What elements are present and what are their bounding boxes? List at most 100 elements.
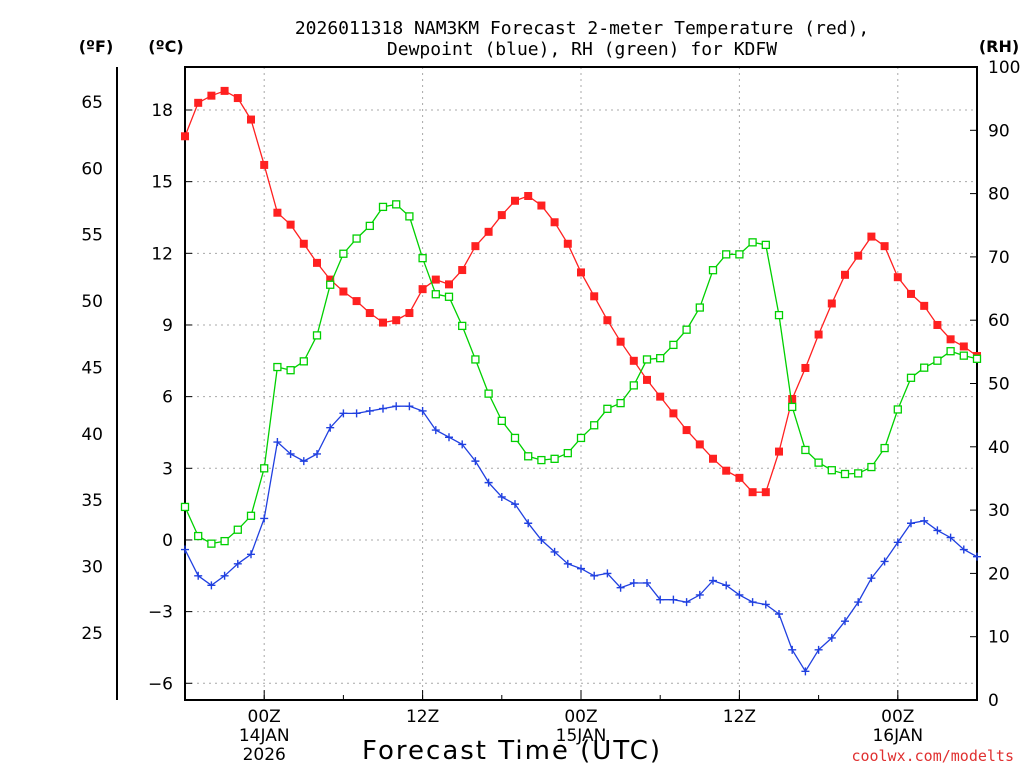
temperature-point [563, 239, 572, 248]
dewpoint-point [867, 574, 876, 583]
relative-humidity-point [748, 238, 757, 247]
dewpoint-point [550, 547, 559, 556]
rh-tick-label: 30 [988, 501, 1010, 521]
relative-humidity-point [524, 452, 533, 461]
time-tick-label: 00Z [881, 707, 914, 727]
dewpoint-point [841, 617, 849, 626]
relative-humidity-point [642, 355, 652, 364]
dewpoint-point [695, 590, 704, 599]
relative-humidity-point [682, 325, 691, 334]
dewpoint-point [365, 406, 374, 415]
rh-tick-label: 0 [988, 691, 999, 711]
dewpoint-point [893, 538, 902, 547]
relative-humidity-point [510, 433, 520, 443]
relative-humidity-point [959, 351, 968, 360]
temperature-point [629, 356, 638, 365]
dewpoint-point [933, 526, 942, 535]
temperature-point [709, 454, 717, 463]
fahrenheit-tick-label: 50 [81, 292, 103, 312]
rh-tick-label: 50 [988, 375, 1010, 395]
rh-axis-unit: (RH) [979, 37, 1019, 56]
celsius-axis-unit: (ºC) [148, 37, 183, 56]
dewpoint-point [497, 492, 506, 501]
dewpoint-point [616, 583, 625, 592]
temperature-point [497, 211, 506, 220]
temperature-point [788, 395, 797, 404]
time-tick-label: 12Z [723, 707, 756, 727]
relative-humidity-point [286, 366, 295, 375]
rh-tick-label: 10 [988, 628, 1010, 648]
relative-humidity-point [656, 354, 665, 363]
dewpoint-point [880, 557, 889, 566]
fahrenheit-tick-label: 40 [81, 425, 103, 445]
time-tick-label: 12Z [406, 707, 439, 727]
relative-humidity-point [444, 292, 454, 301]
dewpoint-point [207, 581, 216, 590]
temperature-point [181, 132, 189, 141]
temperature-point [603, 316, 612, 325]
temperature-point [299, 239, 308, 248]
rh-tick-label: 90 [988, 121, 1010, 141]
temperature-point [933, 320, 942, 329]
relative-humidity-point [603, 404, 612, 413]
temperature-point [590, 292, 599, 301]
dewpoint-point [326, 423, 335, 432]
relative-humidity-point [669, 340, 678, 350]
temperature-point [247, 115, 255, 124]
rh-tick-label: 80 [988, 185, 1010, 205]
relative-humidity-point [906, 373, 916, 382]
temperature-point [326, 275, 335, 284]
relative-humidity-point [339, 249, 348, 258]
temperature-point [207, 91, 216, 100]
fahrenheit-tick-label: 30 [81, 557, 103, 577]
temperature-point [220, 86, 229, 95]
temperature-point [775, 447, 783, 456]
relative-humidity-point [616, 398, 625, 408]
dewpoint-point [181, 545, 189, 554]
temperature-point [920, 301, 929, 310]
fahrenheit-tick-label: 25 [81, 624, 103, 644]
relative-humidity-point [735, 250, 744, 259]
dewpoint-point [313, 449, 321, 458]
temperature-point [405, 309, 414, 318]
temperature-point [352, 297, 361, 306]
temperature-point [458, 266, 467, 275]
relative-humidity-point [708, 266, 718, 275]
temperature-point [814, 330, 823, 339]
dewpoint-point [775, 610, 783, 619]
series-layer [180, 86, 982, 676]
dewpoint-point [748, 598, 757, 607]
temperature-point [682, 426, 691, 435]
relative-humidity-point [220, 536, 229, 546]
relative-humidity-point [365, 221, 374, 231]
relative-humidity-point [207, 539, 216, 548]
relative-humidity-point [458, 321, 467, 331]
celsius-tick-label: 12 [151, 244, 173, 264]
relative-humidity-point [814, 458, 823, 467]
relative-humidity-point [233, 525, 242, 534]
dewpoint-point [299, 457, 308, 466]
dewpoint-point [973, 552, 981, 561]
celsius-tick-label: 6 [162, 388, 173, 408]
dewpoint-point [392, 402, 401, 411]
temperature-point [260, 160, 269, 169]
dewpoint-point [484, 478, 493, 487]
relative-humidity-point [392, 200, 401, 209]
rh-tick-label: 100 [988, 58, 1020, 78]
dewpoint-point [418, 406, 427, 415]
relative-humidity-point [273, 362, 282, 372]
temperature-point [537, 201, 546, 210]
temperature-point [511, 196, 519, 205]
dewpoint-point [352, 409, 361, 418]
temperature-point [194, 98, 203, 107]
fahrenheit-tick-label: 55 [81, 226, 103, 246]
dewpoint-point [788, 645, 797, 654]
relative-humidity-point [260, 464, 269, 473]
celsius-tick-label: 15 [151, 173, 173, 193]
dewpoint-point [537, 535, 546, 544]
temperature-point [484, 227, 493, 236]
dewpoint-point [247, 550, 255, 559]
